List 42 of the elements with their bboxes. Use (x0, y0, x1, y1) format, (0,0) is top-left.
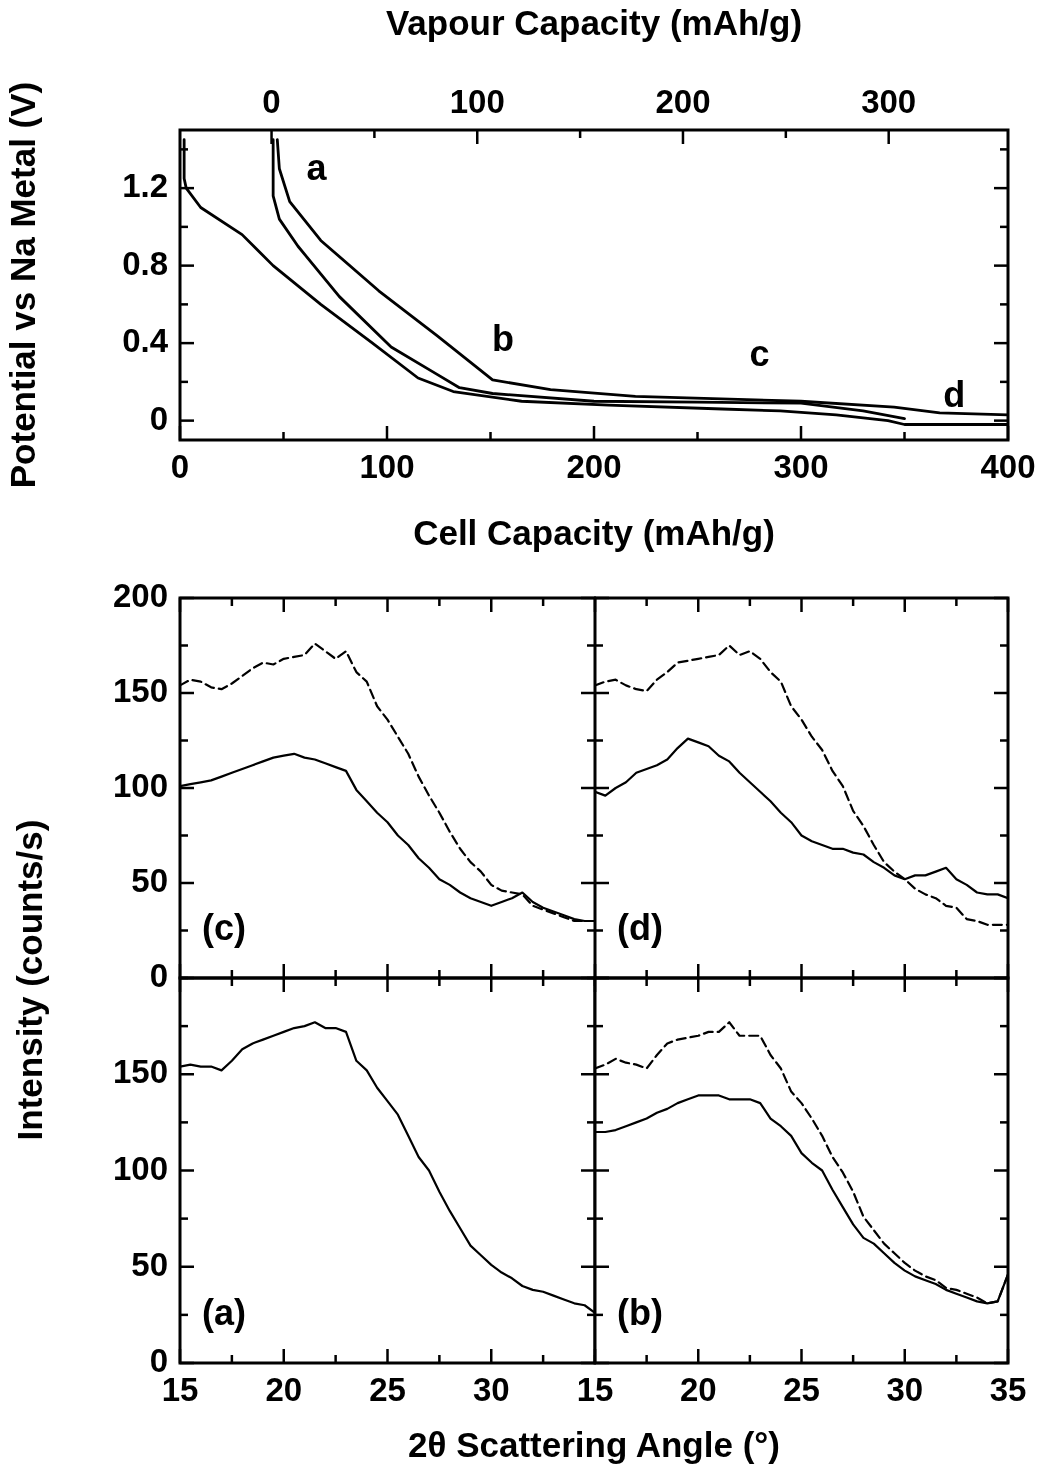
y-tick-label: 0 (149, 399, 168, 437)
annotation: (a) (202, 1291, 246, 1333)
y-tick-label: 0.8 (122, 244, 168, 282)
x-axis-title: Cell Capacity (mAh/g) (413, 512, 775, 552)
y-tick-label: 150 (112, 1053, 168, 1091)
annotation: a (306, 147, 328, 189)
y-tick-label: 100 (112, 1149, 168, 1187)
x-tick-label: 30 (472, 1370, 510, 1408)
y-tick-label: 0 (149, 1342, 168, 1380)
x-tick-label: 25 (369, 1370, 406, 1408)
y-axis-title: Intensity (counts/s) (10, 819, 50, 1141)
x2-tick-label: 200 (655, 82, 711, 120)
y-tick-label: 0 (149, 957, 168, 995)
y-tick-label: 50 (131, 1245, 168, 1283)
y-axis-title: Potential vs Na Metal (V) (2, 81, 42, 489)
x-tick-label: 30 (886, 1370, 924, 1408)
x2-axis-title: Vapour Capacity (mAh/g) (385, 2, 803, 42)
x-tick-label: 25 (783, 1370, 820, 1408)
x-axis-title: 2θ Scattering Angle (°) (408, 1425, 780, 1465)
y-tick-label: 200 (112, 577, 168, 615)
x-tick-label: 200 (566, 447, 622, 485)
x-tick-label: 15 (576, 1370, 614, 1408)
y-tick-label: 150 (112, 672, 168, 710)
annotation: (d) (617, 906, 663, 948)
x-tick-label: 300 (773, 447, 829, 485)
annotation: c (749, 333, 770, 375)
y-tick-label: 100 (112, 767, 168, 805)
x-tick-label: 20 (679, 1370, 717, 1408)
annotation: b (491, 317, 514, 359)
x-tick-label: 100 (359, 447, 415, 485)
annotation: (b) (617, 1291, 663, 1333)
y-tick-label: 50 (131, 862, 168, 900)
x-tick-label: 20 (265, 1370, 303, 1408)
x-tick-label: 400 (980, 447, 1036, 485)
y-tick-label: 0.4 (122, 322, 169, 360)
annotation: d (943, 373, 966, 415)
y-tick-label: 1.2 (122, 167, 168, 205)
x2-tick-label: 300 (861, 82, 917, 120)
x2-tick-label: 0 (262, 82, 281, 120)
x-tick-label: 35 (989, 1370, 1027, 1408)
annotation: (c) (202, 906, 246, 948)
x2-tick-label: 100 (449, 82, 505, 120)
